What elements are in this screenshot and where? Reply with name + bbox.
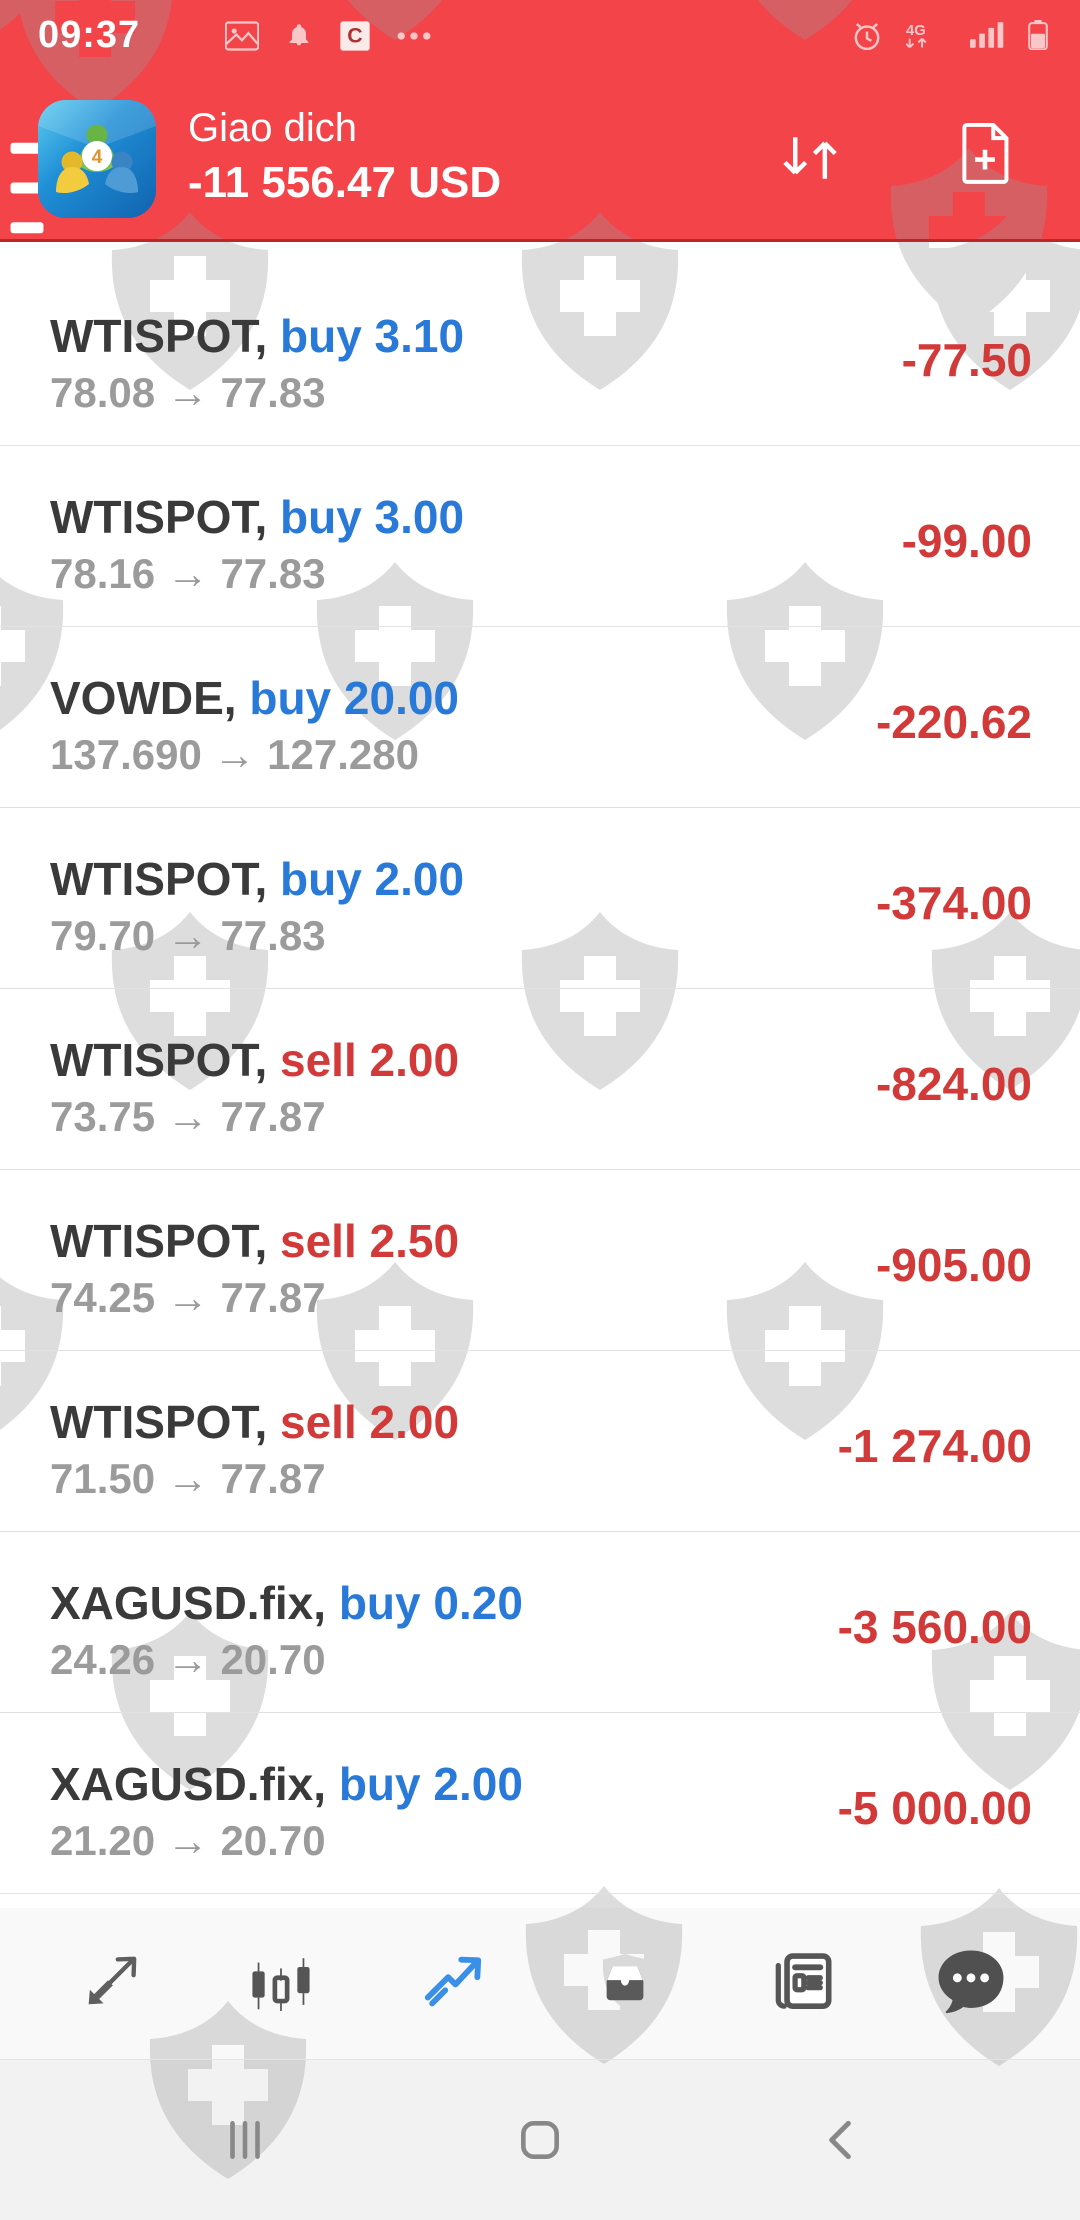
- svg-text:4: 4: [92, 147, 103, 168]
- svg-text:C: C: [347, 24, 362, 48]
- svg-text:4G: 4G: [906, 23, 926, 39]
